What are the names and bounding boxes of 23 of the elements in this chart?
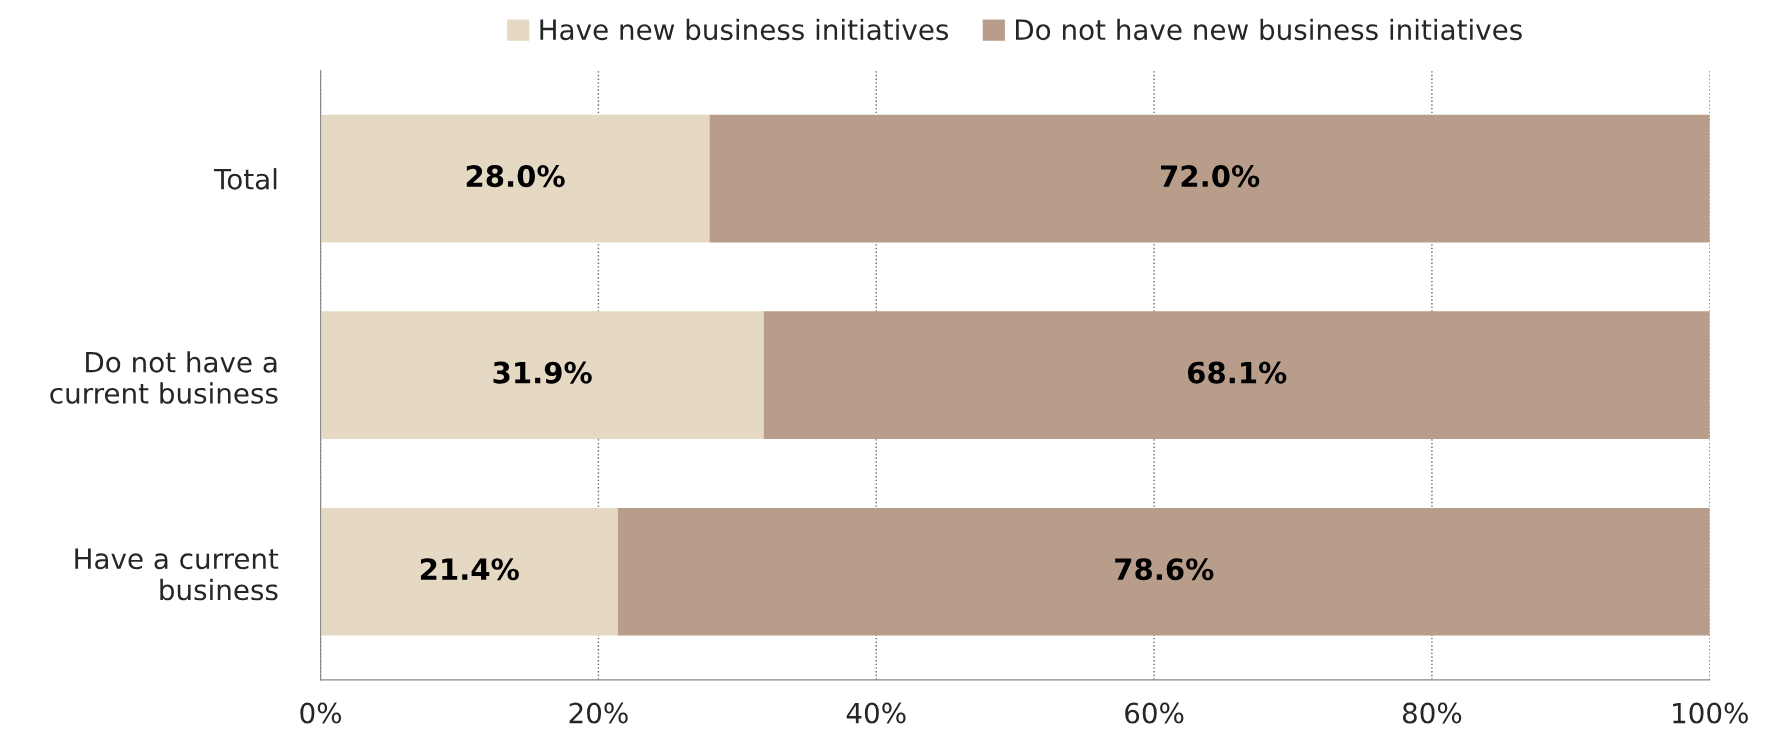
y-tick-label: Do not have a current business — [50, 351, 278, 404]
legend-label: Do not have new business initiatives — [1015, 18, 1522, 41]
data-label: 72.0% — [1161, 165, 1260, 188]
x-tick-label: 100% — [1673, 702, 1748, 724]
legend-label: Have new business initiatives — [540, 18, 949, 41]
x-tick-label: 20% — [569, 702, 628, 724]
x-tick-label: 80% — [1402, 702, 1462, 724]
y-tick-label: Total — [213, 168, 277, 190]
bar — [763, 311, 1710, 440]
x-tick-label: 0% — [300, 702, 342, 724]
bar — [617, 507, 1710, 636]
bar — [320, 507, 618, 636]
data-label: 31.9% — [493, 361, 592, 384]
x-tick-label: 40% — [846, 702, 906, 724]
data-label: 28.0% — [466, 165, 565, 188]
bar — [709, 114, 1710, 243]
bar — [320, 311, 764, 440]
x-tick-label: 60% — [1125, 702, 1184, 724]
data-label: 21.4% — [420, 558, 519, 581]
bar — [320, 114, 710, 243]
y-tick-label: Have a current business — [75, 548, 279, 601]
data-label: 68.1% — [1187, 361, 1287, 384]
data-label: 78.6% — [1115, 558, 1214, 581]
